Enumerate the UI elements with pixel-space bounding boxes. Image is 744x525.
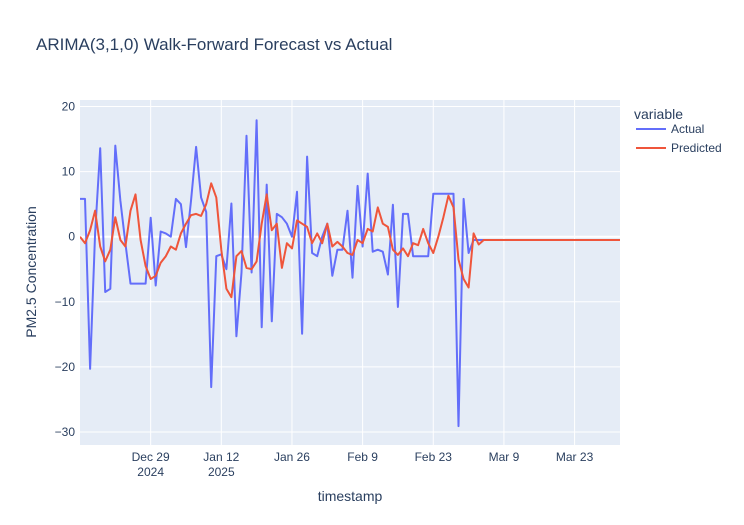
x-tick-label: Jan 12 — [203, 450, 239, 464]
legend[interactable]: Actual Predicted — [636, 122, 722, 155]
series-lines — [80, 119, 620, 428]
x-axis-title: timestamp — [318, 488, 383, 504]
y-tick-label: −20 — [55, 360, 76, 374]
y-tick-label: 10 — [62, 165, 76, 179]
y-axis-title: PM2.5 Concentration — [23, 206, 39, 338]
legend-title: variable — [634, 106, 683, 122]
x-tick-label: Mar 23 — [556, 450, 594, 464]
x-tick-label: Feb 9 — [347, 450, 378, 464]
series-line-predicted — [80, 182, 620, 299]
x-tick-label: Feb 23 — [415, 450, 453, 464]
chart-title: ARIMA(3,1,0) Walk-Forward Forecast vs Ac… — [36, 35, 392, 54]
series-line-actual — [80, 119, 620, 428]
x-tick-sublabel: 2025 — [208, 465, 235, 479]
x-tick-label: Mar 9 — [489, 450, 520, 464]
legend-item-predicted[interactable]: Predicted — [671, 141, 722, 155]
y-tick-labels: 20 10 0 −10 −20 −30 — [55, 100, 76, 439]
y-tick-label: 20 — [62, 100, 76, 114]
y-tick-label: 0 — [68, 230, 75, 244]
y-tick-label: −10 — [55, 295, 76, 309]
y-tick-label: −30 — [55, 425, 76, 439]
x-tick-label: Dec 29 — [132, 450, 170, 464]
plot-area — [80, 100, 620, 445]
x-tick-sublabel: 2024 — [137, 465, 164, 479]
x-tick-label: Jan 26 — [274, 450, 310, 464]
legend-item-actual[interactable]: Actual — [671, 122, 704, 136]
